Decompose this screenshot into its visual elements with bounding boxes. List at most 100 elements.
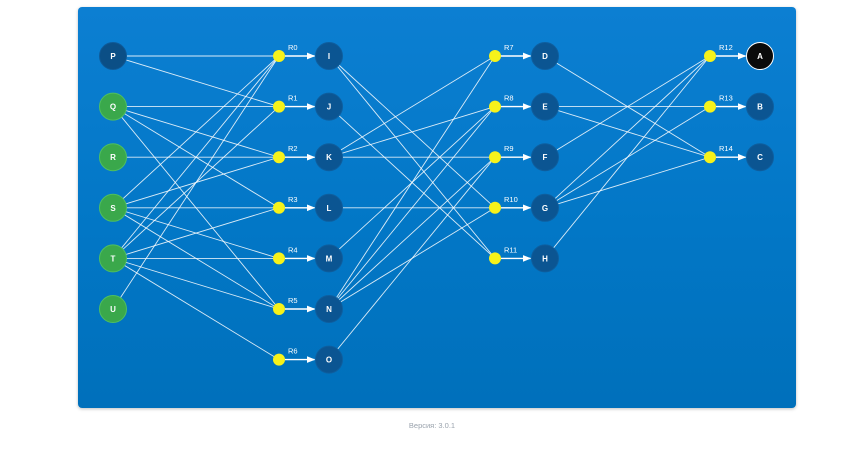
edge-t-r6 — [112, 258, 280, 360]
node-m[interactable]: M — [315, 244, 343, 273]
node-label-l: L — [327, 204, 332, 213]
node-circle-o — [315, 345, 343, 374]
node-d[interactable]: D — [531, 42, 559, 70]
edge-n-r10 — [328, 207, 496, 310]
rule-dot-r12[interactable] — [704, 50, 716, 62]
rule-label-r3: R3 — [288, 195, 298, 204]
rule-dot-r2[interactable] — [273, 151, 285, 164]
node-label-s: S — [110, 204, 116, 213]
node-circle-r — [99, 143, 127, 172]
rule-dot-r14[interactable] — [704, 151, 716, 164]
node-r[interactable]: R — [99, 143, 127, 172]
node-n[interactable]: N — [315, 295, 343, 323]
rule-dot-r6[interactable] — [273, 353, 285, 366]
node-g[interactable]: G — [531, 193, 559, 222]
arrows-layer — [285, 52, 747, 363]
edge-j-r11 — [328, 106, 496, 259]
edge-e-r14 — [544, 106, 711, 158]
node-label-m: M — [326, 254, 333, 263]
node-circle-b — [746, 92, 774, 121]
node-circle-e — [531, 92, 559, 121]
rule-label-r8: R8 — [504, 94, 514, 103]
rule-label-r14: R14 — [719, 144, 733, 153]
edge-n-r9 — [328, 156, 496, 310]
node-t[interactable]: T — [99, 244, 127, 273]
node-l[interactable]: L — [315, 193, 343, 222]
node-b[interactable]: B — [746, 92, 774, 121]
node-circle-g — [531, 193, 559, 222]
node-j[interactable]: J — [315, 92, 343, 121]
node-q[interactable]: Q — [99, 92, 127, 121]
node-circle-j — [315, 92, 343, 121]
node-a[interactable]: A — [746, 42, 774, 70]
node-label-a: A — [757, 52, 763, 61]
edge-d-r14 — [544, 55, 711, 158]
rule-dot-r0[interactable] — [273, 50, 285, 62]
node-label-j: J — [327, 103, 331, 112]
inference-graph: R0 R1 R2 R3 R4 R5 R6 R7 R8 R9 R10 R11 R12 R13 R14 P Q R S… — [99, 42, 774, 374]
node-circle-a — [746, 42, 774, 70]
rule-label-r5: R5 — [288, 296, 298, 305]
rule-dot-r13[interactable] — [704, 100, 716, 113]
nodes-layer: P Q R S T U I J K L M N O D E F G H A B C — [99, 42, 774, 374]
node-label-i: I — [328, 52, 330, 61]
rule-dot-r8[interactable] — [489, 100, 501, 113]
node-circle-d — [531, 42, 559, 70]
node-s[interactable]: S — [99, 193, 127, 222]
rule-dot-r10[interactable] — [489, 201, 501, 214]
edge-s-r5 — [112, 207, 280, 310]
node-label-d: D — [542, 52, 548, 61]
rule-dot-r4[interactable] — [273, 252, 285, 265]
node-label-e: E — [542, 103, 548, 112]
edge-g-r14 — [544, 156, 711, 209]
node-h[interactable]: H — [531, 244, 559, 273]
rule-label-r9: R9 — [504, 144, 514, 153]
edge-p-r1 — [112, 55, 280, 108]
node-label-p: P — [110, 52, 116, 61]
node-label-q: Q — [110, 103, 116, 112]
node-u[interactable]: U — [99, 295, 127, 323]
edge-g-r13 — [544, 106, 711, 209]
node-k[interactable]: K — [315, 143, 343, 172]
node-circle-k — [315, 143, 343, 172]
node-f[interactable]: F — [531, 143, 559, 172]
node-circle-t — [99, 244, 127, 273]
rule-dot-r1[interactable] — [273, 100, 285, 113]
node-label-u: U — [110, 305, 116, 314]
edge-t-r5 — [112, 257, 280, 310]
rule-label-r11: R11 — [504, 245, 517, 254]
graph-panel: R0 R1 R2 R3 R4 R5 R6 R7 R8 R9 R10 R11 R12 R13 R14 P Q R S… — [78, 7, 796, 408]
edge-q-r2 — [112, 106, 280, 158]
rule-dot-r7[interactable] — [489, 50, 501, 62]
edge-k-r7 — [328, 55, 496, 158]
node-c[interactable]: C — [746, 143, 774, 172]
node-label-b: B — [757, 103, 763, 112]
edge-q-r5 — [112, 106, 280, 310]
rule-dot-r5[interactable] — [273, 303, 285, 315]
node-circle-s — [99, 193, 127, 222]
node-label-o: O — [326, 356, 332, 365]
node-label-n: N — [326, 305, 332, 314]
node-label-c: C — [757, 153, 763, 162]
rule-label-r12: R12 — [719, 43, 733, 52]
node-p[interactable]: P — [99, 42, 127, 70]
node-circle-m — [315, 244, 343, 273]
node-label-f: F — [543, 153, 548, 162]
rule-label-r13: R13 — [719, 94, 733, 103]
node-i[interactable]: I — [315, 42, 343, 70]
edge-i-r11 — [328, 55, 496, 259]
node-e[interactable]: E — [531, 92, 559, 121]
node-circle-u — [99, 295, 127, 323]
node-label-g: G — [542, 204, 548, 213]
node-label-k: K — [326, 153, 332, 162]
rule-dot-r3[interactable] — [273, 201, 285, 214]
node-o[interactable]: O — [315, 345, 343, 374]
node-circle-n — [315, 295, 343, 323]
node-label-t: T — [111, 254, 116, 263]
node-circle-c — [746, 143, 774, 172]
rule-dot-r9[interactable] — [489, 151, 501, 164]
rule-dot-r11[interactable] — [489, 252, 501, 265]
rule-label-r4: R4 — [288, 245, 298, 254]
node-circle-i — [315, 42, 343, 70]
rule-label-r7: R7 — [504, 43, 514, 52]
